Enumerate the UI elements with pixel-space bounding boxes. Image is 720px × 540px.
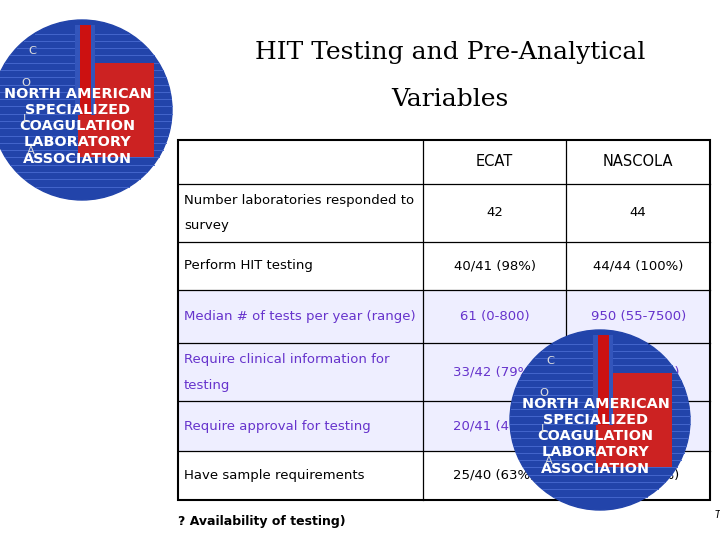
Bar — [178, 184, 710, 242]
Text: 33/42 (79%): 33/42 (79%) — [454, 366, 536, 379]
Text: 20/41 (49%): 20/41 (49%) — [454, 420, 536, 433]
Text: L: L — [23, 114, 30, 124]
Circle shape — [510, 330, 690, 510]
Text: Perform HIT testing: Perform HIT testing — [184, 260, 313, 273]
Text: LABORATORY: LABORATORY — [24, 136, 131, 150]
Bar — [178, 343, 710, 401]
Circle shape — [0, 20, 172, 200]
Text: 25/40 (63%): 25/40 (63%) — [597, 469, 679, 482]
Bar — [598, 334, 609, 424]
Text: Have sample requirements: Have sample requirements — [184, 469, 364, 482]
Text: 44/44 (100%): 44/44 (100%) — [593, 260, 683, 273]
Text: Number laboratories responded to: Number laboratories responded to — [184, 193, 414, 206]
Text: O: O — [540, 388, 549, 398]
Text: HIT Testing and Pre-Analytical: HIT Testing and Pre-Analytical — [255, 40, 645, 64]
Text: 61 (0-800): 61 (0-800) — [460, 310, 529, 323]
Text: 15/43 (35%): 15/43 (35%) — [597, 366, 680, 379]
Text: A: A — [545, 456, 553, 465]
Text: 25/40 (63%): 25/40 (63%) — [454, 469, 536, 482]
Text: TM: TM — [715, 510, 720, 520]
Text: ? Availability of testing): ? Availability of testing) — [178, 516, 346, 529]
Text: 44: 44 — [630, 206, 647, 219]
Text: testing: testing — [184, 379, 230, 392]
Text: Median # of tests per year (range): Median # of tests per year (range) — [184, 310, 415, 323]
Text: NASCOLA: NASCOLA — [603, 154, 673, 169]
Bar — [178, 242, 710, 289]
Text: Require clinical information for: Require clinical information for — [184, 353, 390, 366]
Bar — [178, 451, 710, 500]
Text: SPECIALIZED: SPECIALIZED — [543, 413, 648, 427]
Bar — [78, 63, 154, 157]
Bar — [75, 24, 94, 114]
Text: NORTH AMERICAN: NORTH AMERICAN — [4, 87, 151, 101]
Text: C: C — [29, 46, 37, 57]
Text: 40/41 (98%): 40/41 (98%) — [454, 260, 536, 273]
Text: C: C — [546, 356, 554, 367]
Text: 42: 42 — [486, 206, 503, 219]
Text: L: L — [541, 424, 547, 434]
Text: 950 (55-7500): 950 (55-7500) — [590, 310, 686, 323]
Bar — [178, 140, 710, 500]
Bar — [178, 289, 710, 343]
Text: 20/41 (49%): 20/41 (49%) — [597, 420, 679, 433]
Text: Require approval for testing: Require approval for testing — [184, 420, 371, 433]
Bar — [595, 373, 672, 467]
Text: ECAT: ECAT — [476, 154, 513, 169]
Bar — [178, 401, 710, 451]
Text: ASSOCIATION: ASSOCIATION — [23, 152, 132, 166]
Text: NORTH AMERICAN: NORTH AMERICAN — [521, 397, 670, 411]
Text: A: A — [27, 145, 35, 156]
Text: SPECIALIZED: SPECIALIZED — [25, 103, 130, 117]
Text: Variables: Variables — [392, 89, 508, 111]
Bar — [593, 334, 613, 424]
Bar — [80, 24, 91, 114]
Text: COAGULATION: COAGULATION — [19, 119, 135, 133]
Text: COAGULATION: COAGULATION — [537, 429, 654, 443]
Text: survey: survey — [184, 219, 229, 232]
Text: O: O — [22, 78, 31, 88]
Text: ASSOCIATION: ASSOCIATION — [541, 462, 650, 476]
Text: LABORATORY: LABORATORY — [541, 446, 649, 460]
